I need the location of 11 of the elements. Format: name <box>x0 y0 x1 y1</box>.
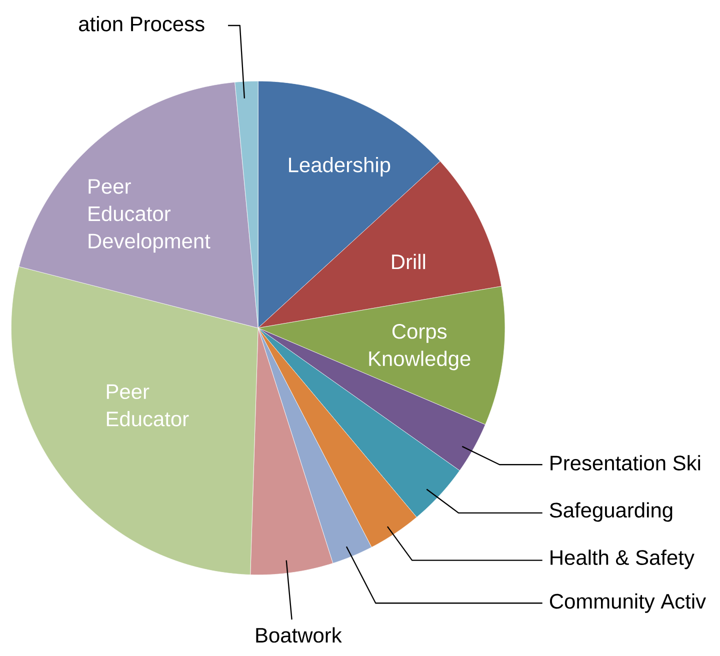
slice-label: Community Activ <box>550 593 706 613</box>
slice-label: Safeguarding <box>550 502 672 522</box>
slice-label: Presentation Ski <box>550 455 700 471</box>
slice-label: Leadership <box>289 156 390 176</box>
slice-label: Peer Educator <box>106 384 189 426</box>
slice-label: Drill <box>392 254 426 270</box>
slice-label: Health & Safety <box>550 550 694 570</box>
slice-label: Corps Knowledge <box>369 324 470 370</box>
slice-label: Boatwork <box>256 627 342 643</box>
slice-label: ation Process <box>79 16 204 32</box>
slice-label: Peer Educator Development <box>88 179 210 253</box>
